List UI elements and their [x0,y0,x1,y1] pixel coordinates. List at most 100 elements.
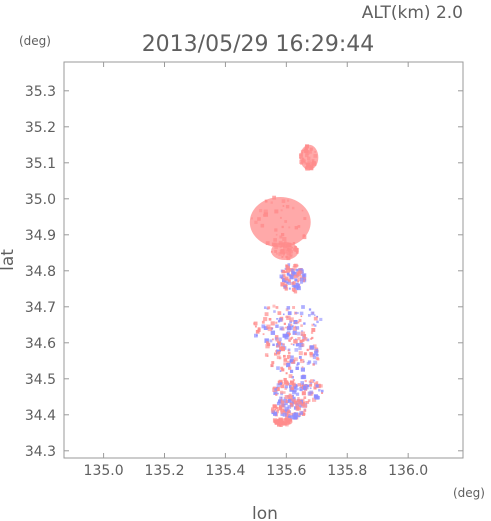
echo-pixel [301,375,306,380]
echo-pixel [275,410,279,414]
echo-pixel [270,363,274,368]
echo-pixel [289,323,293,327]
echo-pixel [304,401,308,404]
echo-pixel [297,362,300,365]
echo-pixel [280,411,284,415]
echo-pixel [300,386,303,389]
echo-pixel [266,342,271,347]
echo-pixel [281,255,284,258]
echo-pixel [310,346,313,348]
echo-pixel [281,225,284,229]
echo-pixel [282,237,287,242]
echo-pixel [287,242,292,248]
echo-pixel [276,355,281,360]
echo-pixel [307,160,311,164]
echo-pixel [288,251,293,256]
echo-pixel [284,385,288,389]
echo-pixel [274,408,277,411]
echo-pixel [280,245,282,247]
echo-pixel [292,242,296,245]
echo-pixel [288,366,292,370]
echo-pixel [290,402,293,405]
echo-pixel [261,320,265,324]
echo-pixel [285,268,291,273]
echo-pixel [292,330,297,335]
echo-pixel [294,226,298,230]
y-tick-label: 34.9 [25,228,56,244]
echo-pixel [297,280,299,283]
echo-pixel [300,315,303,318]
echo-pixel [314,351,318,355]
echo-pixel [276,252,278,255]
echo-pixel [292,265,297,270]
echo-pixel [300,162,303,165]
echo-pixel [284,417,287,421]
echo-pixel [294,278,298,282]
echo-pixel [285,255,288,258]
echo-pixel [297,400,302,405]
echo-pixel [312,344,317,348]
echo-pixel [257,328,261,332]
echo-pixel [283,322,286,325]
echo-pixel [282,205,285,207]
echo-pixel [291,359,296,364]
echo-pixel [291,206,295,210]
echo-pixel [278,356,282,360]
echo-pixel [284,276,289,281]
echo-pixel [303,161,305,163]
echo-pixel [278,252,282,256]
echo-pixel [289,320,293,324]
echo-pixel [272,343,275,347]
echo-pixel [298,404,302,408]
echo-pixel [285,308,289,312]
echo-pixel [278,240,283,245]
echo-pixel [295,282,299,286]
echo-pixel [307,313,311,317]
echo-pixel [302,386,307,390]
echo-pixel [274,392,277,395]
echo-pixel [302,235,307,240]
echo-pixel [279,235,283,239]
echo-pixel [276,422,281,427]
echo-pixel [293,263,297,268]
echo-pixel [261,324,266,329]
echo-pixel [296,387,299,391]
echo-pixel [308,308,312,311]
echo-pixel [311,328,316,332]
echo-pixel [303,384,306,387]
echo-pixel [285,399,289,404]
echo-pixel [313,360,318,365]
y-tick-label: 34.6 [25,336,56,352]
echo-pixel [300,384,304,388]
echo-pixel [293,284,297,288]
echo-pixel [290,404,294,408]
echo-pixel [297,225,301,228]
echo-pixel [302,334,306,338]
echo-pixel [298,346,302,351]
echo-pixel [284,241,287,244]
echo-pixel [280,281,285,287]
echo-pixel [277,392,279,395]
echo-pixel [280,343,285,348]
echo-pixel [270,321,275,326]
echo-pixel [301,403,304,406]
echo-pixel [286,272,290,275]
echo-pixel [295,405,300,410]
echo-pixel [280,392,284,396]
echo-pixel [307,156,311,160]
echo-pixel [277,409,279,412]
echo-pixel [302,279,305,283]
echo-pixel [286,199,290,202]
echo-pixel [287,311,292,316]
y-tick-label: 34.4 [25,408,56,424]
echo-pixel [300,324,303,327]
axis-ticks: 135.0 135.2 135.4 135.6 135.8 136.0 34.3 34.4 34… [25,62,463,479]
echo-pixel [274,335,279,339]
echo-pixel [279,274,284,279]
echo-pixel [279,396,283,400]
y-tick-label: 34.5 [25,372,56,388]
echo-pixel [310,331,314,334]
echo-pixel [290,268,295,273]
echo-pixel [284,287,288,291]
echo-pixel [314,395,319,400]
